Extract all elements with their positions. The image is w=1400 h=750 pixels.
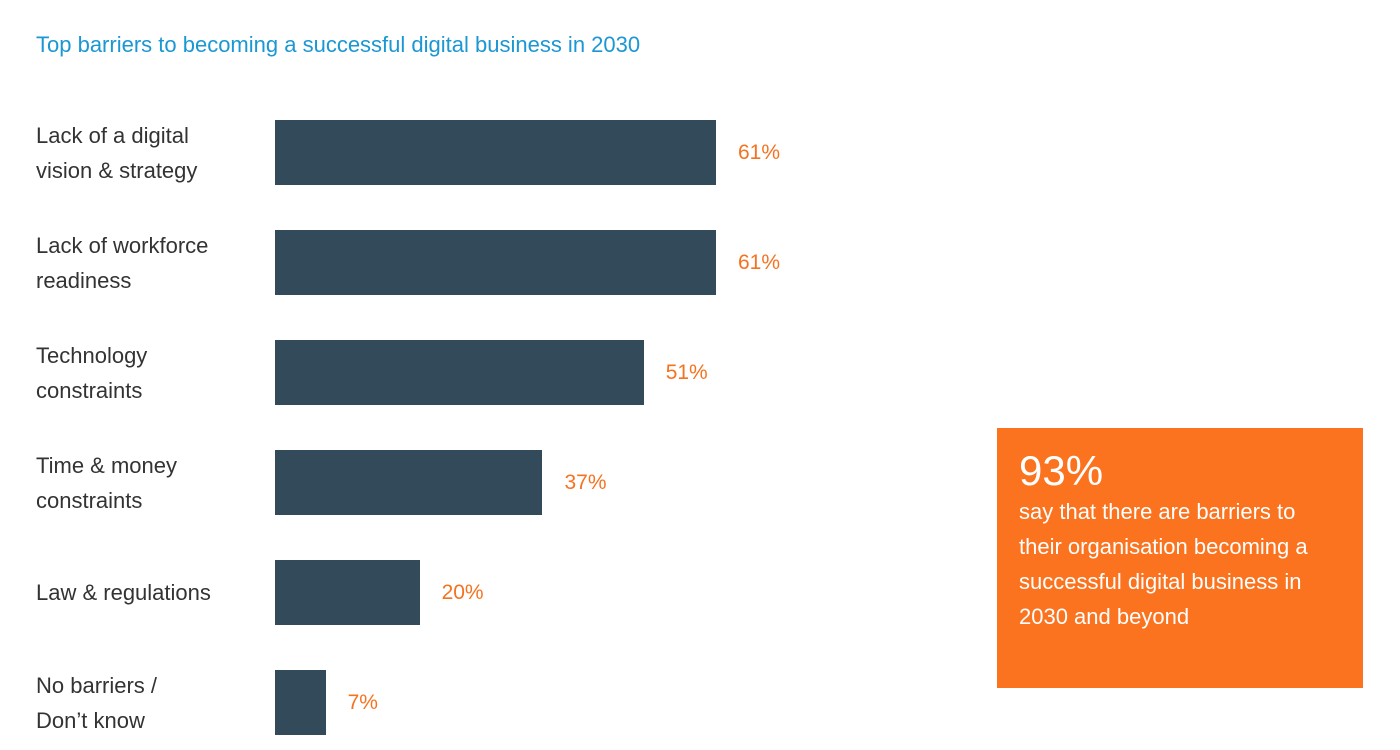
stat-callout: 93% say that there are barriers to their… <box>997 428 1363 688</box>
bar <box>275 450 543 515</box>
category-label-line: constraints <box>36 377 143 403</box>
category-label-line: No barriers / <box>36 672 158 698</box>
category-label: Lack of a digital vision & strategy <box>36 120 266 185</box>
bar <box>275 560 420 625</box>
value-label: 37% <box>564 471 607 494</box>
category-label-line: readiness <box>36 267 132 293</box>
callout-text: say that there are barriers to their org… <box>1019 499 1308 629</box>
bar <box>275 230 716 295</box>
bar <box>275 120 716 185</box>
value-label: 20% <box>441 581 484 604</box>
callout-stat: 93% <box>1019 447 1104 494</box>
category-label-line: constraints <box>36 487 143 513</box>
category-label: Technology constraints <box>36 340 266 405</box>
category-label-line: Law & regulations <box>36 580 211 605</box>
value-label: 51% <box>665 361 708 384</box>
category-label: Lack of workforce readiness <box>36 230 266 295</box>
category-label-line: Lack of workforce <box>36 232 209 258</box>
value-label: 7% <box>347 691 378 714</box>
bar <box>275 670 326 735</box>
value-label: 61% <box>738 251 781 274</box>
category-label-line: Time & money <box>36 452 178 478</box>
category-label: Time & money constraints <box>36 450 266 515</box>
category-label-line: Lack of a digital <box>36 122 189 148</box>
category-label: Law & regulations <box>36 560 266 625</box>
category-label-line: Technology <box>36 342 148 368</box>
value-label: 61% <box>738 141 781 164</box>
bar <box>275 340 644 405</box>
category-label-line: vision & strategy <box>36 157 198 183</box>
chart-title: Top barriers to becoming a successful di… <box>36 32 641 57</box>
category-label: No barriers / Don’t know <box>36 670 266 735</box>
category-label-line: Don’t know <box>36 707 145 733</box>
